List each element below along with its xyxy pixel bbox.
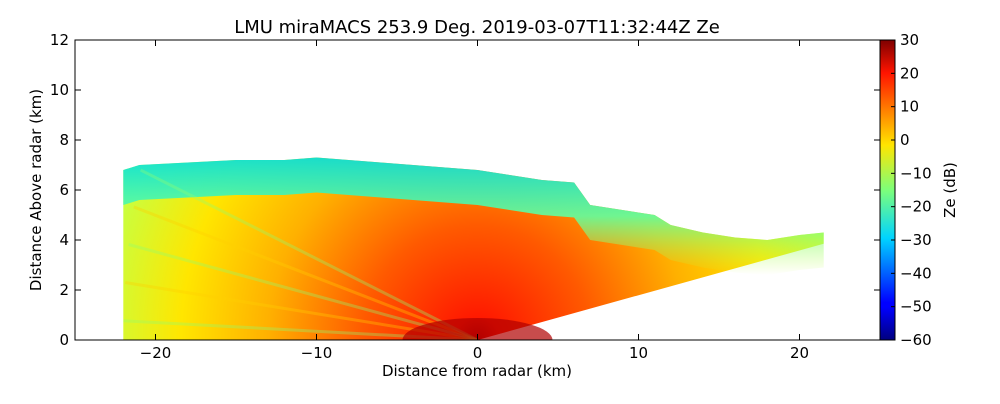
x-axis-label: Distance from radar (km) <box>382 362 572 380</box>
x-tick-label: 20 <box>790 344 809 362</box>
y-axis-label: Distance Above radar (km) <box>27 89 45 291</box>
colorbar-tick-label: −10 <box>900 164 932 182</box>
beam-streak <box>133 205 479 340</box>
reflectivity-field <box>123 157 824 340</box>
x-tick-label: −20 <box>140 344 172 362</box>
echo-core <box>402 318 553 340</box>
y-tick-label: 2 <box>59 281 69 299</box>
x-tick-label: −10 <box>301 344 333 362</box>
y-tick-label: 12 <box>50 31 69 49</box>
y-axis: 0 2 4 6 8 10 12 <box>50 31 880 349</box>
colorbar-tick-label: 10 <box>900 98 919 116</box>
y-tick-label: 8 <box>59 131 69 149</box>
y-tick-label: 6 <box>59 181 69 199</box>
colorbar-tick-label: 0 <box>900 131 910 149</box>
chart-title: LMU miraMACS 253.9 Deg. 2019-03-07T11:32… <box>234 17 720 38</box>
x-tick-label: 0 <box>473 344 483 362</box>
colorbar-tick-label: −30 <box>900 231 932 249</box>
y-tick-label: 10 <box>50 81 69 99</box>
beam-streak <box>128 243 478 340</box>
cloud-top-band <box>123 157 824 275</box>
colorbar-tick-label: −40 <box>900 264 932 282</box>
colorbar-tick-label: −20 <box>900 198 932 216</box>
colorbar-label: Ze (dB) <box>941 162 959 218</box>
echo-region <box>123 157 824 340</box>
colorbar-tick-label: 20 <box>900 64 919 82</box>
colorbar-tick-label: −50 <box>900 298 932 316</box>
x-tick-label: 10 <box>629 344 648 362</box>
colorbar-ticks: 30 20 10 0 −10 −20 −30 −40 −50 −60 <box>891 31 932 349</box>
colorbar <box>879 39 896 341</box>
x-axis: −20 −10 0 10 20 <box>140 40 809 362</box>
colorbar-tick-label: −60 <box>900 331 932 349</box>
beam-streak <box>139 168 479 340</box>
y-tick-label: 4 <box>59 231 69 249</box>
colorbar-tick-label: 30 <box>900 31 919 49</box>
y-tick-label: 0 <box>59 331 69 349</box>
